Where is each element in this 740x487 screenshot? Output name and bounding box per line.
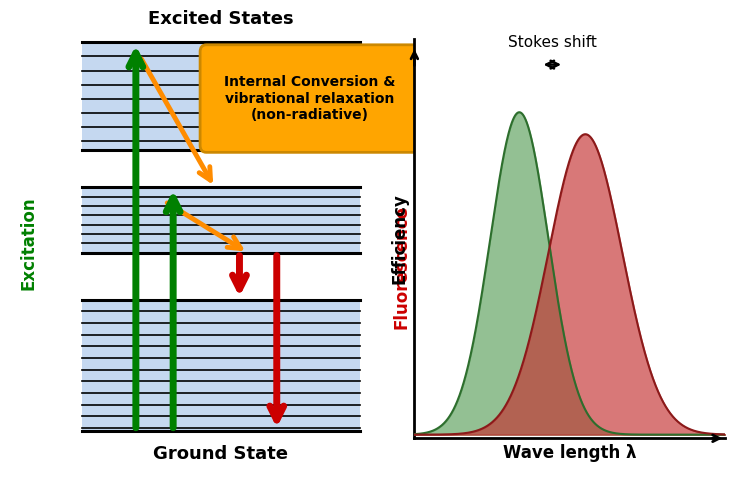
Text: Excitation: Excitation	[19, 197, 37, 290]
Bar	[82, 187, 360, 253]
Y-axis label: Efficiency: Efficiency	[391, 193, 408, 284]
Text: Fluorescence: Fluorescence	[392, 205, 410, 329]
Text: Ground State: Ground State	[153, 445, 289, 463]
Text: Excited States: Excited States	[148, 10, 294, 28]
Bar	[82, 300, 360, 431]
Bar	[82, 42, 360, 150]
FancyBboxPatch shape	[200, 45, 420, 152]
X-axis label: Wave length λ: Wave length λ	[503, 444, 636, 462]
Text: Internal Conversion &
vibrational relaxation
(non-radiative): Internal Conversion & vibrational relaxa…	[224, 75, 396, 122]
Text: Stokes shift: Stokes shift	[508, 35, 596, 50]
